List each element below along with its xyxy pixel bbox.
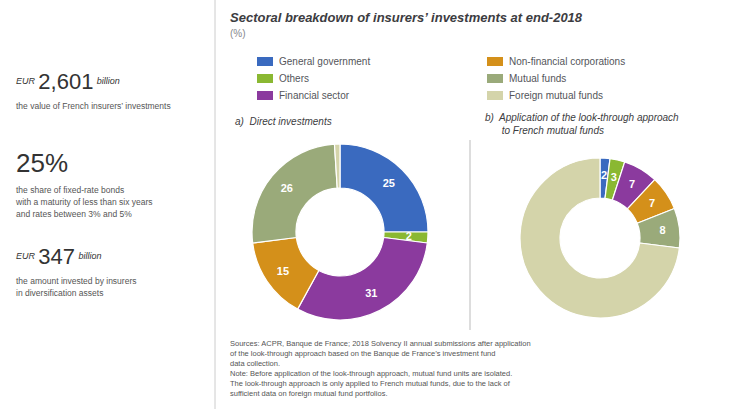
svg-text:Note: Before application of th: Note: Before application of the look-thr…	[230, 369, 512, 378]
svg-text:31: 31	[365, 287, 377, 299]
svg-text:the amount invested by insurer: the amount invested by insurers	[16, 276, 136, 286]
svg-text:and rates between 3% and 5%: and rates between 3% and 5%	[16, 209, 132, 219]
svg-text:billion: billion	[97, 76, 120, 86]
svg-text:Mutual funds: Mutual funds	[509, 73, 566, 84]
svg-text:26: 26	[281, 182, 293, 194]
svg-text:to French mutual funds: to French mutual funds	[485, 125, 604, 136]
svg-text:7: 7	[649, 197, 655, 209]
svg-text:Financial sector: Financial sector	[279, 90, 350, 101]
svg-text:2,601: 2,601	[38, 69, 93, 94]
svg-text:the share of fixed-rate bonds: the share of fixed-rate bonds	[16, 185, 124, 195]
svg-text:7: 7	[629, 178, 635, 190]
svg-text:Sources: ACPR, Banque de Franc: Sources: ACPR, Banque de France; 2018 So…	[230, 339, 531, 348]
svg-text:8: 8	[659, 224, 665, 236]
svg-text:in diversification assets: in diversification assets	[16, 288, 103, 298]
svg-text:(%): (%)	[230, 28, 246, 39]
svg-text:2: 2	[601, 169, 607, 181]
svg-text:EUR: EUR	[16, 76, 36, 86]
svg-text:with a maturity of less than s: with a maturity of less than six years	[15, 197, 153, 207]
svg-text:25: 25	[383, 177, 395, 189]
svg-text:General government: General government	[279, 56, 370, 67]
svg-text:347: 347	[38, 244, 75, 269]
svg-text:sufficient data on foreign mut: sufficient data on foreign mutual fund p…	[230, 389, 387, 398]
svg-text:The look-through approach is o: The look-through approach is only applie…	[230, 379, 511, 388]
svg-text:2: 2	[406, 230, 412, 242]
svg-text:EUR: EUR	[16, 251, 36, 261]
svg-text:a) Direct investments: a) Direct investments	[235, 116, 332, 127]
svg-text:15: 15	[277, 265, 289, 277]
svg-text:Foreign mutual funds: Foreign mutual funds	[509, 90, 603, 101]
svg-text:Sectoral breakdown of insurers: Sectoral breakdown of insurers’ investme…	[230, 10, 583, 25]
svg-text:3: 3	[611, 171, 617, 183]
svg-text:of the look-through approach b: of the look-through approach based on th…	[230, 349, 495, 358]
svg-text:25%: 25%	[16, 148, 68, 178]
svg-text:data collection.: data collection.	[230, 359, 280, 368]
svg-text:b) Application of the look-th: b) Application of the look-through appro…	[485, 112, 679, 123]
svg-text:Non-financial corporations: Non-financial corporations	[509, 56, 625, 67]
svg-text:the value of French insurers’: the value of French insurers’ investment…	[16, 101, 171, 111]
svg-text:billion: billion	[78, 251, 101, 261]
svg-text:Others: Others	[279, 73, 309, 84]
